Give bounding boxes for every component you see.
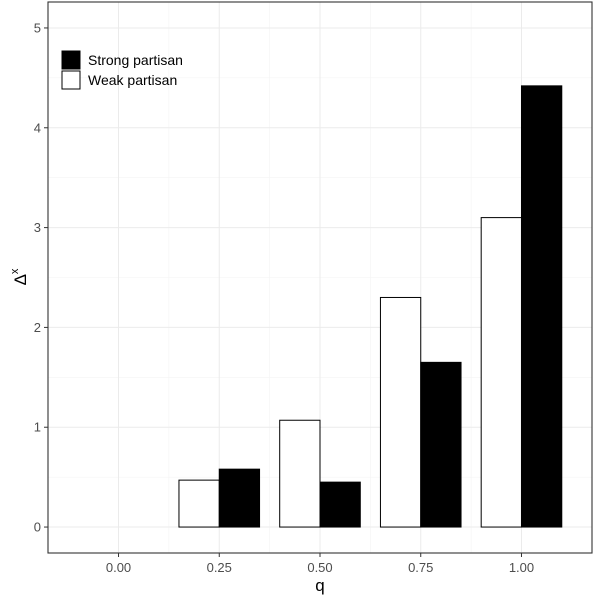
- x-tick-label: 0.50: [307, 560, 332, 575]
- legend-key-strong-partisan: [61, 50, 81, 70]
- x-tick-label: 1.00: [509, 560, 534, 575]
- svg-text:Δx: Δx: [9, 268, 30, 285]
- bar-weak-partisan: [178, 479, 220, 528]
- y-tick-label: 0: [34, 520, 41, 535]
- legend-key-weak-partisan: [61, 70, 81, 90]
- y-tick-label: 4: [34, 120, 41, 135]
- x-axis-ticks: 0.00 0.25 0.50 0.75 1.00: [106, 553, 534, 575]
- y-tick-label: 3: [34, 220, 41, 235]
- x-tick-label: 0.25: [207, 560, 232, 575]
- legend: Strong partisan Weak partisan: [61, 50, 183, 90]
- x-tick-label: 0.75: [408, 560, 433, 575]
- y-axis-ticks: 0 1 2 3 4 5: [34, 20, 48, 535]
- y-axis-title-main: Δ: [11, 274, 30, 285]
- y-axis-title: Δx: [9, 268, 30, 285]
- legend-label-strong-partisan: Strong partisan: [88, 52, 183, 68]
- bars: [178, 85, 563, 528]
- y-tick-label: 1: [34, 420, 41, 435]
- x-tick-label: 0.00: [106, 560, 131, 575]
- bar-strong-partisan: [420, 361, 462, 528]
- y-tick-label: 2: [34, 320, 41, 335]
- bar-strong-partisan: [520, 85, 563, 528]
- bar-strong-partisan: [218, 468, 261, 528]
- bar-strong-partisan: [319, 481, 361, 528]
- bar-weak-partisan: [379, 296, 422, 528]
- bar-weak-partisan: [480, 217, 522, 528]
- legend-label-weak-partisan: Weak partisan: [88, 72, 177, 88]
- y-axis-title-superscript: x: [9, 268, 21, 274]
- bar-weak-partisan: [279, 419, 321, 528]
- x-axis-title: q: [315, 576, 324, 595]
- y-tick-label: 5: [34, 20, 41, 35]
